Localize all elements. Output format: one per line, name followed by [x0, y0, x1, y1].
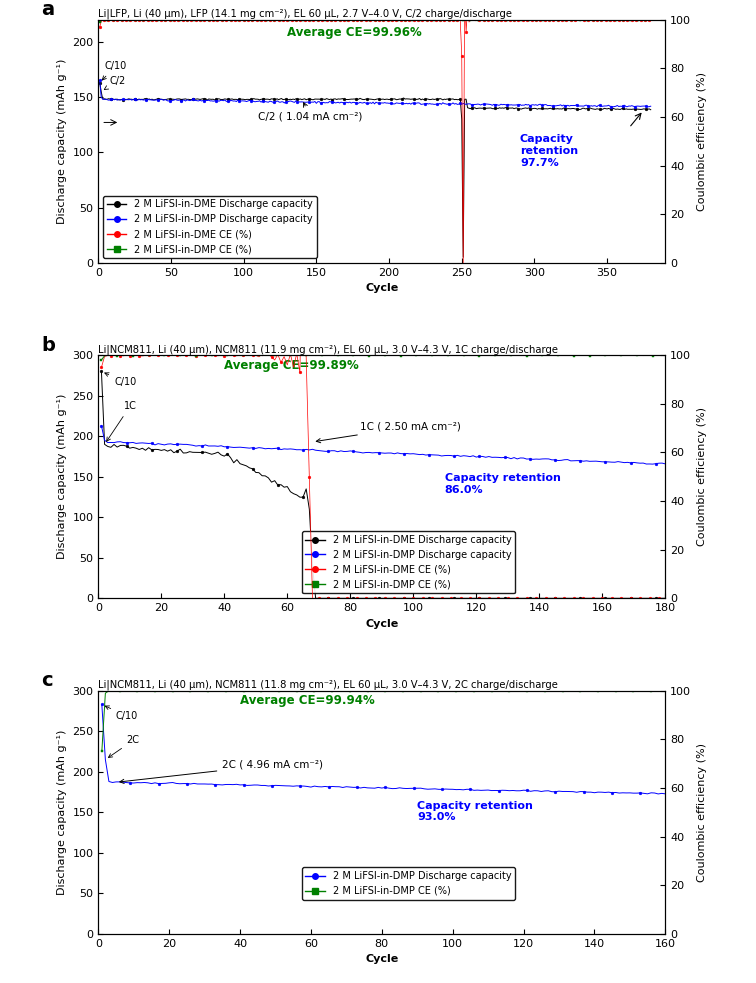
- Text: Capacity retention
86.0%: Capacity retention 86.0%: [445, 474, 561, 495]
- Text: C/2: C/2: [104, 76, 126, 89]
- Text: Average CE=99.89%: Average CE=99.89%: [225, 359, 359, 372]
- Legend: 2 M LiFSI-in-DME Discharge capacity, 2 M LiFSI-in-DMP Discharge capacity, 2 M Li: 2 M LiFSI-in-DME Discharge capacity, 2 M…: [302, 531, 516, 594]
- X-axis label: Cycle: Cycle: [365, 618, 398, 629]
- Legend: 2 M LiFSI-in-DME Discharge capacity, 2 M LiFSI-in-DMP Discharge capacity, 2 M Li: 2 M LiFSI-in-DME Discharge capacity, 2 M…: [103, 196, 317, 258]
- Y-axis label: Coulombic efficiency (%): Coulombic efficiency (%): [697, 407, 707, 547]
- Text: C/2 ( 1.04 mA cm⁻²): C/2 ( 1.04 mA cm⁻²): [259, 102, 363, 121]
- Text: b: b: [42, 336, 55, 355]
- Text: 2C: 2C: [108, 735, 140, 758]
- Text: Capacity retention
93.0%: Capacity retention 93.0%: [417, 801, 533, 823]
- Text: 1C ( 2.50 mA cm⁻²): 1C ( 2.50 mA cm⁻²): [316, 422, 460, 442]
- Text: Li|NCM811, Li (40 μm), NCM811 (11.9 mg cm⁻²), EL 60 μL, 3.0 V–4.3 V, 1C charge/d: Li|NCM811, Li (40 μm), NCM811 (11.9 mg c…: [98, 344, 558, 355]
- Text: Average CE=99.94%: Average CE=99.94%: [240, 695, 375, 708]
- Text: C/10: C/10: [102, 61, 126, 80]
- Text: c: c: [42, 671, 53, 690]
- Text: 1C: 1C: [107, 401, 136, 441]
- Text: Capacity
retention
97.7%: Capacity retention 97.7%: [520, 135, 578, 167]
- Y-axis label: Discharge capacity (mAh g⁻¹): Discharge capacity (mAh g⁻¹): [57, 59, 67, 224]
- Text: Average CE=99.96%: Average CE=99.96%: [287, 27, 422, 39]
- X-axis label: Cycle: Cycle: [365, 954, 398, 964]
- Text: C/10: C/10: [105, 373, 136, 387]
- Text: 2C ( 4.96 mA cm⁻²): 2C ( 4.96 mA cm⁻²): [120, 760, 324, 783]
- Text: Li|NCM811, Li (40 μm), NCM811 (11.8 mg cm⁻²), EL 60 μL, 3.0 V–4.3 V, 2C charge/d: Li|NCM811, Li (40 μm), NCM811 (11.8 mg c…: [98, 680, 558, 690]
- Text: Li|LFP, Li (40 μm), LFP (14.1 mg cm⁻²), EL 60 μL, 2.7 V–4.0 V, C/2 charge/discha: Li|LFP, Li (40 μm), LFP (14.1 mg cm⁻²), …: [98, 9, 513, 20]
- Text: C/10: C/10: [105, 706, 138, 722]
- Text: a: a: [42, 0, 54, 20]
- Y-axis label: Discharge capacity (mAh g⁻¹): Discharge capacity (mAh g⁻¹): [57, 394, 67, 559]
- Legend: 2 M LiFSI-in-DMP Discharge capacity, 2 M LiFSI-in-DMP CE (%): 2 M LiFSI-in-DMP Discharge capacity, 2 M…: [302, 867, 516, 899]
- Y-axis label: Coulombic efficiency (%): Coulombic efficiency (%): [697, 743, 707, 882]
- Y-axis label: Coulombic efficiency (%): Coulombic efficiency (%): [697, 72, 707, 210]
- X-axis label: Cycle: Cycle: [365, 283, 398, 293]
- Y-axis label: Discharge capacity (mAh g⁻¹): Discharge capacity (mAh g⁻¹): [57, 729, 67, 895]
